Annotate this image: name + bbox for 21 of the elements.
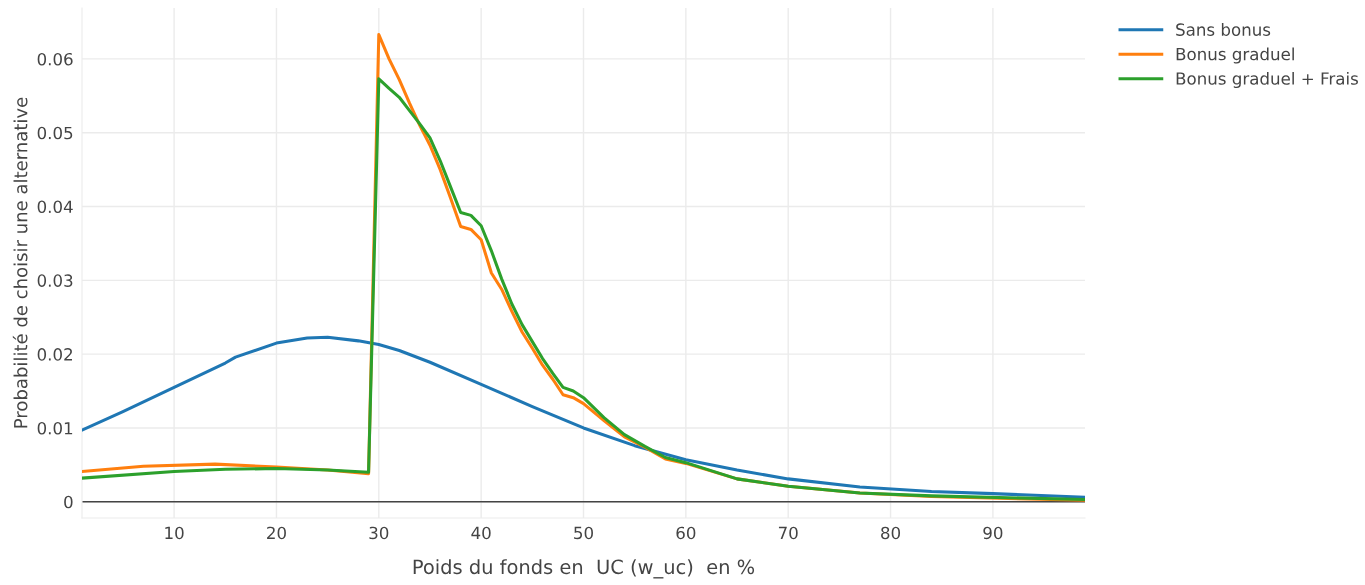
x-tick-label: 10 xyxy=(165,526,184,540)
y-axis-title: Probabilité de choisir une alternative xyxy=(12,97,28,428)
y-tick-label: 0.01 xyxy=(37,421,73,435)
x-axis-title: Poids du fonds en UC (w_uc) en % xyxy=(413,559,755,579)
y-tick-label: 0.06 xyxy=(37,52,73,66)
x-tick-label: 90 xyxy=(983,526,1003,540)
y-tick-label: 0.03 xyxy=(37,274,73,287)
x-tick-label: 60 xyxy=(676,526,696,540)
x-tick-label: 40 xyxy=(471,526,491,540)
legend-label: Bonus graduel + Frais xyxy=(1176,71,1358,89)
legend-label: Sans bonus xyxy=(1176,23,1271,36)
y-tick-label: 0 xyxy=(64,495,73,509)
y-tick-label: 0.04 xyxy=(37,200,73,214)
x-tick-label: 70 xyxy=(778,526,798,540)
x-tick-label: 30 xyxy=(369,526,389,540)
y-tick-label: 0.02 xyxy=(37,348,72,361)
x-tick-label: 50 xyxy=(574,526,593,540)
x-tick-label: 20 xyxy=(267,526,286,540)
x-tick-label: 80 xyxy=(881,526,901,540)
legend-label: Bonus graduel xyxy=(1176,47,1294,64)
y-tick-label: 0.05 xyxy=(37,126,73,140)
